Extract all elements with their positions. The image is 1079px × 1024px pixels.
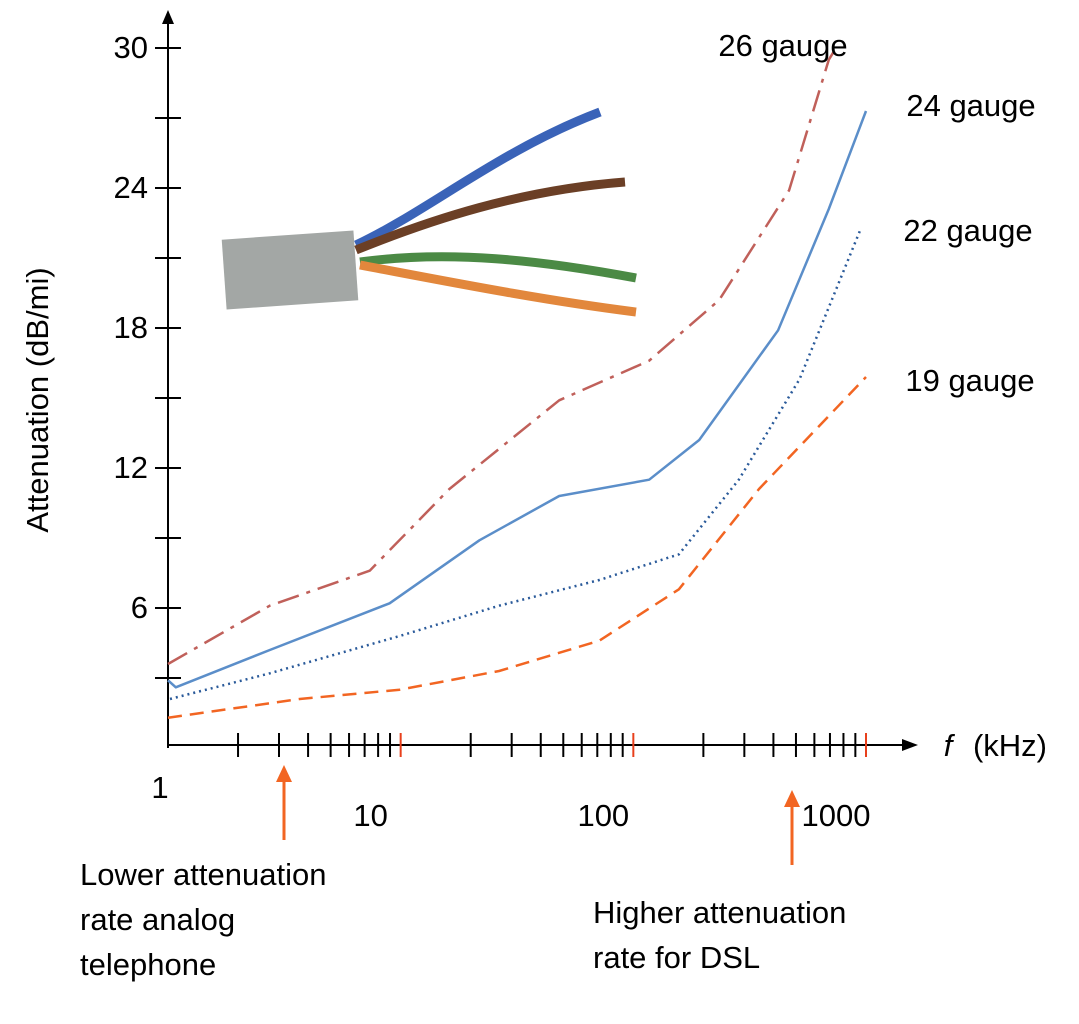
y-tick-label: 24 [114,170,148,205]
annotation-text: rate for DSL [593,940,760,975]
x-tick-label: 1000 [802,798,871,833]
wire-brown [354,177,626,255]
y-tick-label: 6 [131,590,148,625]
y-tick-label: 30 [114,30,148,65]
annotation-arrowhead [276,765,292,782]
annotation-text: telephone [80,947,216,982]
x-axis-unit: (kHz) [973,728,1047,763]
wire-blue [354,107,602,250]
series-label: 22 gauge [903,213,1032,248]
y-axis-label: Attenuation (dB/mi) [20,267,55,532]
x-tick-label: 10 [353,798,387,833]
y-axis-arrow [162,10,174,24]
series-label: 24 gauge [906,88,1035,123]
x-tick-label: 100 [577,798,629,833]
series-label: 26 gauge [718,28,847,63]
x-tick-label: 1 [151,770,168,805]
annotation-text: Higher attenuation [593,895,846,930]
series-label: 19 gauge [905,363,1034,398]
wire-orange [359,260,637,317]
x-axis-arrow [902,739,918,751]
y-tick-label: 18 [114,310,148,345]
series-line [167,376,867,719]
series-line [167,49,836,666]
annotation-arrowhead [784,790,800,807]
x-axis-variable: f [944,728,956,763]
series-line [167,110,868,689]
y-tick-label: 12 [114,450,148,485]
wire-green [359,252,637,283]
cable-jacket [221,230,359,310]
series-line [169,227,863,701]
annotation-text: rate analog [80,902,235,937]
annotation-text: Lower attenuation [80,857,326,892]
cable-photo [221,107,637,317]
